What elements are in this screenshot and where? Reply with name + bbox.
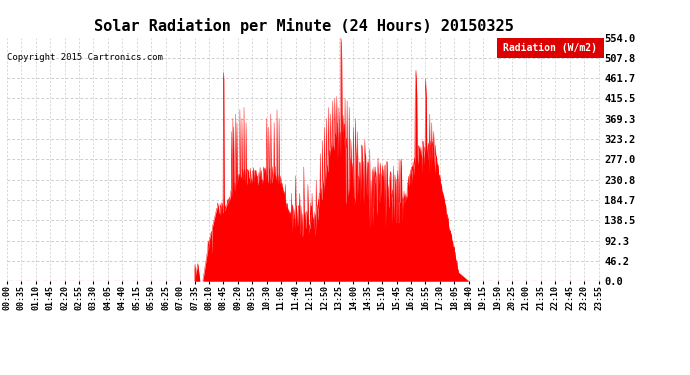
Text: Radiation (W/m2): Radiation (W/m2) [503,43,598,53]
Title: Solar Radiation per Minute (24 Hours) 20150325: Solar Radiation per Minute (24 Hours) 20… [94,18,513,33]
Text: Copyright 2015 Cartronics.com: Copyright 2015 Cartronics.com [7,53,163,62]
